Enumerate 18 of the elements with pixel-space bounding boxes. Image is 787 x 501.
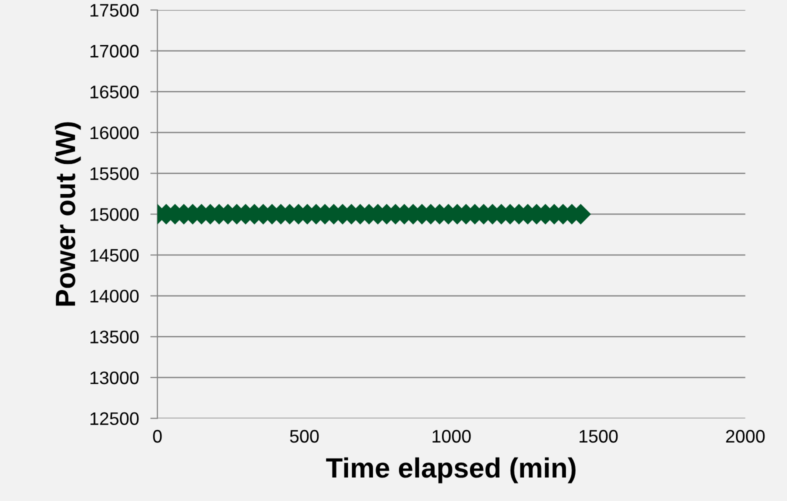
y-axis-title: Power out (W) [54, 122, 81, 306]
y-tick-label: 15000 [90, 208, 139, 221]
x-tick-label: 1500 [580, 430, 618, 443]
y-tick-label: 17000 [90, 44, 139, 58]
x-axis-title: Time elapsed (min) [326, 457, 576, 484]
y-tick-label: 14500 [90, 248, 139, 262]
x-tick-label: 500 [290, 430, 319, 443]
x-tick-label: 0 [153, 430, 162, 443]
y-tick-label: 14000 [90, 290, 139, 303]
y-tick-label: 17500 [90, 4, 139, 17]
y-tick-label: 13500 [90, 330, 139, 344]
y-tick-label: 13000 [90, 371, 139, 384]
x-tick-label: 2000 [726, 430, 765, 443]
y-tick-label: 16000 [90, 126, 139, 140]
x-tick-label: 1000 [432, 430, 471, 443]
y-tick-label: 12500 [90, 412, 139, 426]
y-tick-label: 15500 [90, 167, 139, 180]
y-tick-label: 16500 [90, 86, 139, 98]
